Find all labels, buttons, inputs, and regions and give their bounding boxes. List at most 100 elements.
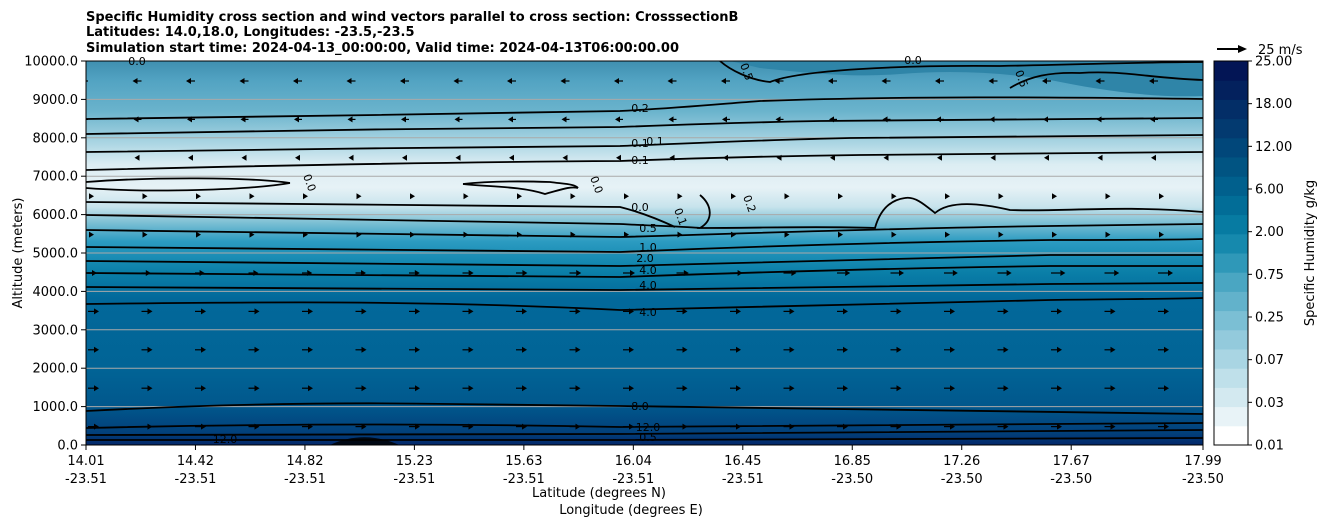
wind-vector-head xyxy=(630,270,635,276)
wind-vector-head xyxy=(843,423,848,430)
y-tick-label: 5000.0 xyxy=(33,247,79,262)
chart-title-line-1: Specific Humidity cross section and wind… xyxy=(86,10,738,25)
x-tick-label-lat: 15.23 xyxy=(396,454,433,469)
wind-vector-head xyxy=(830,154,835,161)
wind-vector-head xyxy=(132,78,138,84)
wind-vector-head xyxy=(522,270,528,276)
wind-vector-head xyxy=(561,116,567,123)
contour-label: 0.1 xyxy=(631,137,649,150)
x-tick-label-lon: -23.51 xyxy=(175,472,217,487)
contour-label: 0.5 xyxy=(737,61,755,82)
wind-vector-head xyxy=(522,385,527,392)
colorbar-segment xyxy=(1214,137,1248,158)
wind-vector-head xyxy=(253,270,259,276)
colorbar: 0.01 0.03 0.07 0.25 0.75 2.00 6.00 12.00 18.00 25… xyxy=(1213,55,1292,454)
wind-vector-head xyxy=(950,308,955,315)
wind-vector-head xyxy=(560,78,566,84)
wind-vector-head xyxy=(682,346,688,353)
wind-vector-head xyxy=(294,116,299,123)
wind-vector-head xyxy=(629,308,634,315)
wind-vector-head xyxy=(615,116,620,123)
wind-vector-head xyxy=(145,270,151,276)
wind-vector-head xyxy=(147,346,153,353)
wind-vector-head xyxy=(468,423,474,430)
wind-vector-head xyxy=(356,231,362,238)
wind-vector-head xyxy=(401,116,406,123)
wind-vector-head xyxy=(843,346,848,353)
wind-vector-head xyxy=(361,270,366,276)
wind-vector-head xyxy=(736,346,741,353)
colorbar-segment xyxy=(1214,214,1248,235)
wind-vector-head xyxy=(1164,385,1169,392)
wind-vector-head xyxy=(240,116,246,123)
contour-label: 0.0 xyxy=(631,201,649,214)
wind-vector-head xyxy=(254,385,260,392)
wind-vector-head xyxy=(624,231,629,238)
wind-vector-head xyxy=(896,423,902,430)
wind-vector-head xyxy=(950,346,955,353)
y-tick-label: 2000.0 xyxy=(33,362,79,377)
y-axis-label: Altitude (meters) xyxy=(11,198,26,309)
wind-vector-head xyxy=(575,308,581,315)
x-axis-label-longitude: Longitude (degrees E) xyxy=(559,503,703,518)
wind-vector-head xyxy=(998,231,1004,238)
wind-vector-head xyxy=(254,308,260,315)
contour-labels: 0.20.10.10.10.0 0.00.0 0.10.20.51.02.04.04… xyxy=(128,54,1030,446)
colorbar-tick-label: 0.25 xyxy=(1255,311,1284,326)
wind-vector-head xyxy=(522,423,527,430)
wind-vector-head xyxy=(463,231,469,238)
wind-vector-head xyxy=(883,154,889,161)
wind-vector-head xyxy=(415,423,420,430)
wind-vector-head xyxy=(882,116,888,123)
wind-vector-head xyxy=(453,78,459,84)
wind-vector-head xyxy=(187,116,192,123)
contour-label: 8.0 xyxy=(631,400,649,413)
wind-vector-head xyxy=(1114,270,1120,276)
contour-label: 12.0 xyxy=(213,433,238,446)
wind-vector-head xyxy=(356,193,362,200)
wind-vector-head xyxy=(899,270,904,276)
wind-vector-head xyxy=(410,231,415,238)
wind-vector-head xyxy=(616,154,621,161)
wind-vector-head xyxy=(517,231,522,238)
y-tick-label: 10000.0 xyxy=(24,55,78,70)
wind-vector-head xyxy=(667,78,673,84)
wind-vector-head xyxy=(402,154,407,161)
wind-vector-head xyxy=(295,154,300,161)
colorbar-segment xyxy=(1214,425,1248,446)
colorbar-segment xyxy=(1214,61,1248,81)
chart-title-line-3: Simulation start time: 2024-04-13_00:00:… xyxy=(86,41,679,56)
colorbar-segment xyxy=(1214,310,1248,331)
wind-vector-head xyxy=(517,193,522,200)
x-tick-label-lon: -23.51 xyxy=(284,472,326,487)
wind-vector-head xyxy=(1096,116,1102,123)
wind-vector-head xyxy=(682,423,688,430)
wind-vector-head xyxy=(361,423,367,430)
wind-vector-head xyxy=(80,116,85,122)
wind-vector-head xyxy=(147,385,153,392)
wind-vector-head xyxy=(468,385,474,392)
wind-vector-head xyxy=(1060,270,1066,276)
wind-vector-head xyxy=(79,78,84,84)
wind-vector-head xyxy=(998,193,1004,200)
wind-vector-head xyxy=(668,116,674,123)
wind-vector-head xyxy=(669,154,675,161)
wind-vector-head xyxy=(308,423,313,430)
wind-vector-head xyxy=(1057,308,1062,315)
wind-vector-head xyxy=(142,193,148,200)
y-tick-label: 4000.0 xyxy=(33,285,79,300)
contour-label: 4.0 xyxy=(639,279,657,292)
wind-vector-head xyxy=(249,193,255,200)
wind-vector-head xyxy=(196,231,201,238)
wind-vector-head xyxy=(1149,78,1154,84)
wind-vector-head xyxy=(89,231,94,238)
contour-label: 0.0 xyxy=(300,172,318,193)
quiver-key: 25 m/s xyxy=(1217,43,1303,58)
x-tick-label-lon: -23.51 xyxy=(65,472,107,487)
colorbar-segment xyxy=(1214,291,1248,312)
wind-vector-head xyxy=(896,308,902,315)
wind-vector-head xyxy=(508,116,513,123)
y-tick-label: 1000.0 xyxy=(33,400,79,415)
wind-vector-head xyxy=(348,154,354,161)
wind-vector-head xyxy=(736,385,741,392)
